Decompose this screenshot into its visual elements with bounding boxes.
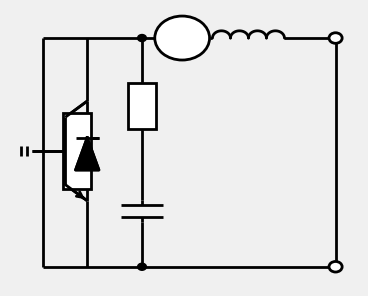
Circle shape — [329, 33, 342, 43]
Bar — [128, 83, 156, 129]
Circle shape — [329, 261, 342, 272]
Polygon shape — [75, 138, 99, 170]
Circle shape — [138, 263, 146, 270]
Circle shape — [138, 35, 146, 41]
Polygon shape — [75, 138, 99, 170]
Circle shape — [155, 16, 209, 60]
Bar — [63, 113, 91, 189]
Bar — [128, 83, 156, 129]
Bar — [63, 113, 91, 189]
